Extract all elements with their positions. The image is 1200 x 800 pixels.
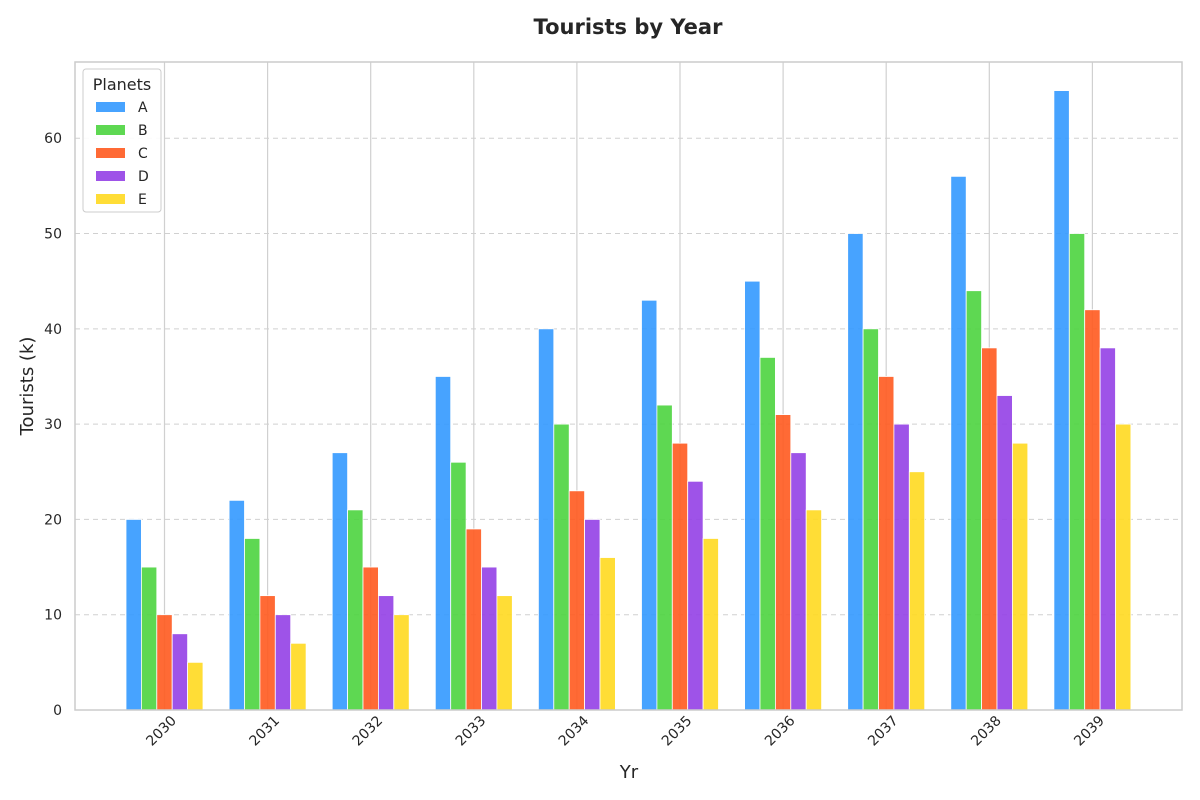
bar-C-2034 (568, 490, 586, 711)
bar-B-2034 (553, 423, 570, 711)
bar-B-2031 (244, 538, 261, 711)
bar-C-2035 (671, 442, 689, 711)
legend-label-E: E (138, 192, 147, 208)
y-axis-ticks: 0 10 20 30 40 50 60 (44, 131, 62, 719)
x-tick-label: 2035 (659, 713, 696, 750)
bar-B-2033 (450, 461, 467, 711)
bar-D-2038 (996, 395, 1013, 711)
bar-C-2031 (259, 595, 276, 711)
bar-A-2037 (847, 233, 864, 711)
bar-D-2037 (893, 423, 910, 711)
legend-label-A: A (138, 100, 148, 116)
y-tick-label: 30 (44, 417, 62, 433)
legend-title: Planets (93, 75, 152, 94)
legend-label-C: C (138, 146, 148, 162)
bar-C-2039 (1084, 309, 1101, 711)
bar-E-2031 (290, 642, 307, 711)
bar-E-2038 (1012, 442, 1029, 711)
legend-swatch-B (96, 125, 125, 135)
bar-E-2032 (393, 614, 410, 711)
x-tick-label: 2032 (350, 713, 387, 750)
bar-D-2031 (274, 614, 292, 711)
bar-D-2036 (790, 452, 807, 711)
legend-swatch-D (96, 171, 125, 181)
bar-A-2031 (228, 499, 245, 711)
bar-C-2037 (878, 376, 895, 711)
y-tick-label: 50 (44, 227, 62, 243)
bar-E-2035 (702, 538, 719, 711)
x-tick-label: 2033 (453, 713, 490, 750)
legend-swatch-A (96, 102, 125, 112)
legend-swatch-E (96, 194, 125, 204)
bar-E-2036 (805, 509, 823, 711)
x-tick-label: 2031 (247, 713, 284, 750)
bar-D-2030 (171, 633, 188, 711)
y-tick-label: 40 (44, 322, 62, 338)
x-tick-label: 2038 (968, 713, 1005, 750)
bar-B-2035 (656, 404, 673, 711)
bar-D-2032 (377, 595, 395, 711)
bar-B-2038 (965, 290, 983, 711)
legend-label-D: D (138, 169, 149, 185)
x-tick-label: 2036 (762, 713, 799, 750)
bar-E-2034 (599, 557, 616, 711)
legend-label-B: B (138, 123, 148, 139)
y-tick-label: 10 (44, 608, 62, 624)
bar-D-2039 (1099, 347, 1116, 711)
bar-D-2035 (687, 480, 704, 711)
bar-D-2033 (481, 566, 498, 711)
bar-A-2033 (434, 376, 452, 711)
y-tick-label: 0 (53, 703, 62, 719)
bar-A-2038 (950, 175, 967, 711)
bar-A-2036 (744, 280, 761, 711)
bar-A-2034 (538, 328, 555, 711)
x-axis-label: Yr (619, 762, 639, 783)
bar-D-2034 (584, 519, 601, 711)
bar-A-2030 (125, 519, 142, 711)
bars (125, 90, 1132, 711)
legend-swatch-C (96, 148, 125, 158)
bar-B-2032 (347, 509, 364, 711)
x-tick-label: 2039 (1071, 713, 1108, 750)
bar-B-2036 (759, 357, 776, 711)
bar-C-2036 (775, 414, 792, 711)
bar-A-2039 (1053, 90, 1070, 711)
x-tick-label: 2034 (556, 713, 593, 750)
bar-C-2033 (465, 528, 482, 711)
bar-A-2032 (331, 452, 349, 711)
bar-B-2037 (862, 328, 879, 711)
y-axis-label: Tourists (k) (17, 337, 38, 437)
x-tick-label: 2030 (143, 713, 180, 750)
x-tick-label: 2037 (865, 713, 902, 750)
y-tick-label: 60 (44, 131, 62, 147)
chart-title: Tourists by Year (534, 15, 724, 39)
y-tick-label: 20 (44, 512, 62, 528)
bar-A-2035 (641, 299, 658, 711)
bar-C-2030 (156, 614, 173, 711)
bar-E-2037 (908, 471, 926, 711)
bar-B-2030 (140, 566, 158, 711)
x-axis-ticks: 2030 2031 2032 2033 2034 2035 2036 2037 2038 2039 (143, 713, 1107, 750)
bar-C-2032 (362, 566, 379, 711)
bar-B-2039 (1068, 233, 1086, 711)
bar-E-2033 (496, 595, 513, 711)
bar-E-2030 (187, 661, 204, 711)
plot-frame (74, 61, 1183, 711)
bar-E-2039 (1115, 423, 1132, 711)
bar-C-2038 (981, 347, 998, 711)
